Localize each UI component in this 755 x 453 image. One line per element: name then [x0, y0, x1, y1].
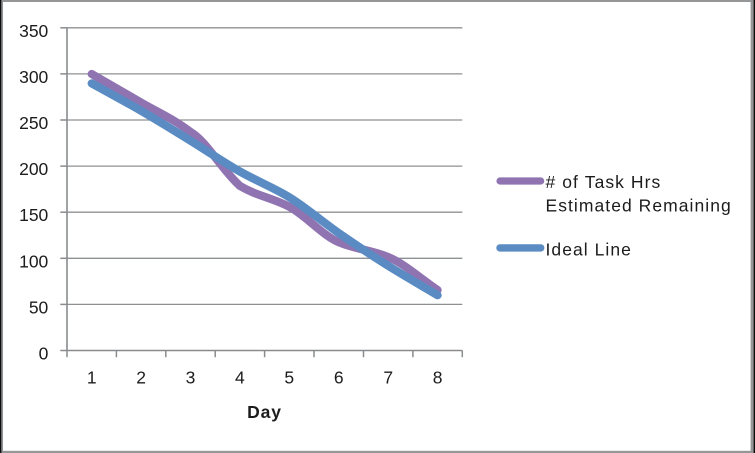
svg-text:0: 0	[39, 344, 49, 364]
svg-text:Ideal Line: Ideal Line	[546, 239, 632, 259]
svg-text:300: 300	[19, 67, 48, 87]
svg-text:# of Task Hrs: # of Task Hrs	[546, 172, 662, 192]
svg-text:6: 6	[334, 367, 344, 387]
svg-text:2: 2	[136, 367, 146, 387]
svg-text:4: 4	[235, 367, 245, 387]
svg-text:50: 50	[29, 297, 49, 317]
svg-text:7: 7	[383, 367, 393, 387]
svg-text:200: 200	[19, 159, 48, 179]
svg-text:350: 350	[19, 21, 48, 41]
svg-text:Estimated Remaining: Estimated Remaining	[546, 196, 732, 216]
svg-text:150: 150	[19, 205, 48, 225]
svg-text:Day: Day	[247, 402, 282, 422]
svg-text:250: 250	[19, 113, 48, 133]
svg-text:5: 5	[284, 367, 294, 387]
svg-text:8: 8	[433, 367, 443, 387]
svg-text:100: 100	[19, 251, 48, 271]
svg-text:3: 3	[186, 367, 196, 387]
svg-text:1: 1	[87, 367, 97, 387]
